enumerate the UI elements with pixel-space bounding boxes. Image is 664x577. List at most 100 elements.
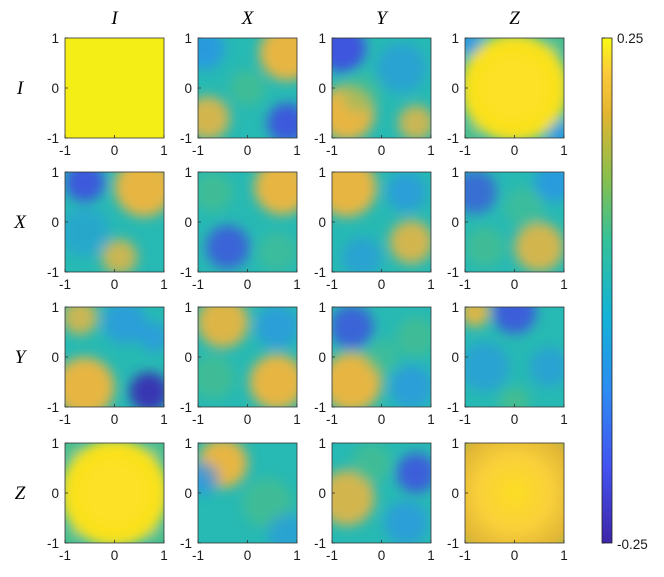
- panel-field: [65, 38, 164, 138]
- y-tick-label: -1: [47, 265, 59, 280]
- y-tick-label: 0: [184, 215, 192, 230]
- y-tick-label: -1: [180, 131, 192, 146]
- heat-region: [267, 513, 297, 543]
- x-tick-label: 1: [560, 548, 568, 563]
- row-label-i: I: [16, 78, 25, 99]
- x-tick-label: 0: [378, 412, 386, 427]
- y-tick-label: 0: [451, 81, 459, 96]
- y-tick-label: -1: [47, 536, 59, 551]
- colorbar-max-label: 0.25: [617, 31, 643, 46]
- heat-region: [389, 220, 431, 264]
- heat-region: [398, 105, 431, 138]
- x-tick-label: -1: [192, 412, 204, 427]
- x-tick-label: -1: [192, 143, 204, 158]
- column-label-z: Z: [509, 8, 520, 29]
- y-tick-label: 0: [451, 215, 459, 230]
- heat-region: [129, 372, 164, 407]
- heat-region: [332, 470, 375, 526]
- column-label-x: X: [241, 8, 255, 29]
- y-tick-label: 0: [51, 81, 59, 96]
- x-tick-label: 0: [244, 548, 252, 563]
- heat-region: [341, 73, 382, 113]
- y-tick-label: -1: [447, 400, 459, 415]
- y-tick-label: -1: [447, 131, 459, 146]
- heat-region: [492, 307, 537, 334]
- y-tick-label: 1: [318, 300, 326, 315]
- heat-region: [332, 307, 374, 349]
- x-tick-label: 0: [511, 412, 519, 427]
- x-tick-label: -1: [326, 143, 338, 158]
- x-tick-label: 1: [427, 548, 435, 563]
- y-tick-label: -1: [47, 400, 59, 415]
- heat-region: [65, 443, 79, 457]
- panel-z-z: 1 0 -1-1 0 1: [447, 436, 568, 563]
- heat-region: [332, 38, 366, 72]
- heat-region: [386, 172, 427, 212]
- heat-region: [139, 322, 164, 352]
- y-tick-label: 0: [318, 81, 326, 96]
- y-tick-label: 1: [184, 31, 192, 46]
- heat-region: [332, 172, 377, 217]
- y-tick-label: -1: [47, 131, 59, 146]
- heat-region: [229, 70, 266, 106]
- heat-region: [65, 357, 115, 407]
- x-tick-label: 0: [244, 143, 252, 158]
- x-tick-label: -1: [459, 412, 471, 427]
- x-tick-label: -1: [459, 143, 471, 158]
- x-tick-label: 0: [378, 548, 386, 563]
- heat-region: [249, 354, 297, 407]
- heat-region: [465, 38, 482, 55]
- y-tick-label: -1: [447, 536, 459, 551]
- y-tick-label: 0: [318, 486, 326, 501]
- heat-region: [363, 339, 400, 375]
- x-tick-label: -1: [192, 277, 204, 292]
- x-tick-label: 1: [160, 412, 168, 427]
- x-tick-label: 1: [560, 143, 568, 158]
- x-tick-label: 0: [111, 412, 119, 427]
- x-tick-label: -1: [192, 548, 204, 563]
- heat-region: [514, 222, 564, 272]
- panel-x-z: 1 0 -1-1 0 1: [447, 165, 568, 292]
- y-tick-label: -1: [180, 536, 192, 551]
- heat-region: [198, 172, 233, 212]
- x-tick-label: -1: [459, 277, 471, 292]
- heat-region: [465, 342, 510, 392]
- panel-y-x: 1 0 -1-1 0 1: [180, 300, 301, 427]
- y-tick-label: 1: [318, 31, 326, 46]
- x-tick-label: 1: [427, 412, 435, 427]
- panel-i-i: 1 0 -1-1 0 1: [47, 31, 168, 158]
- x-tick-label: 0: [378, 277, 386, 292]
- heat-region: [550, 38, 564, 52]
- y-tick-label: 0: [184, 350, 192, 365]
- row-label-x: X: [13, 212, 27, 233]
- y-tick-label: 0: [451, 350, 459, 365]
- heat-region: [465, 124, 479, 138]
- row-label-y: Y: [15, 347, 28, 368]
- x-tick-label: -1: [59, 143, 71, 158]
- x-tick-label: 0: [511, 143, 519, 158]
- x-tick-label: -1: [459, 548, 471, 563]
- panel-x-x: 1 0 -1-1 0 1: [180, 165, 301, 292]
- y-tick-label: 0: [318, 215, 326, 230]
- heat-region: [257, 232, 297, 272]
- y-tick-label: 1: [51, 165, 59, 180]
- heat-region: [254, 172, 297, 215]
- y-tick-label: -1: [447, 265, 459, 280]
- heat-region: [101, 239, 138, 272]
- y-tick-label: -1: [314, 131, 326, 146]
- x-tick-label: 1: [427, 277, 435, 292]
- column-label-y: Y: [376, 8, 389, 29]
- heat-region: [198, 355, 235, 399]
- x-tick-label: 1: [293, 548, 301, 563]
- heat-region: [389, 365, 431, 407]
- y-tick-label: -1: [180, 265, 192, 280]
- heat-region: [465, 227, 505, 267]
- y-tick-label: 1: [318, 436, 326, 451]
- heat-region: [547, 121, 564, 138]
- panel-x-i: 1 0 -1-1 0 1: [47, 165, 168, 292]
- heat-region: [376, 43, 427, 93]
- x-tick-label: 0: [111, 277, 119, 292]
- y-tick-label: 0: [51, 350, 59, 365]
- heat-region: [150, 529, 164, 543]
- y-tick-label: 1: [451, 31, 459, 46]
